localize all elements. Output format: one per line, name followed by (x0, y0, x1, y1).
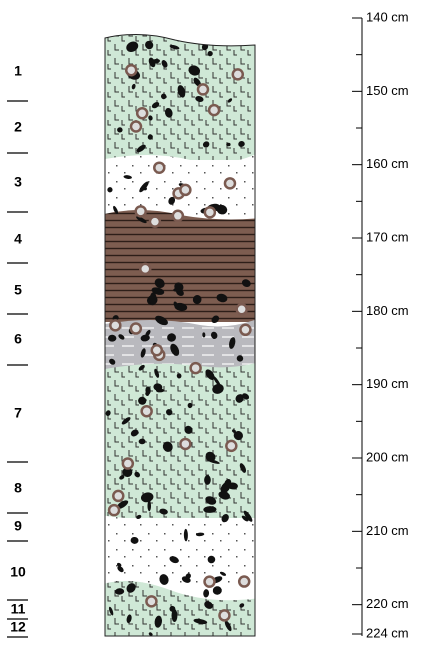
stratigraphic-column: 123456789101112140 cm150 cm160 cm170 cm1… (0, 0, 422, 645)
pebble (205, 207, 215, 217)
pebble (233, 69, 243, 79)
pebble (225, 178, 235, 188)
layer-label: 5 (14, 282, 22, 298)
pebble (180, 439, 190, 449)
scale-label: 210 cm (366, 523, 409, 538)
pebble (123, 459, 133, 469)
layer-label: 8 (14, 480, 22, 496)
column (100, 30, 260, 640)
pebble (205, 577, 215, 587)
scale-label: 200 cm (366, 449, 409, 464)
pebble (126, 65, 136, 75)
pebble (136, 206, 146, 216)
pebble (209, 105, 219, 115)
layer-label: 6 (14, 331, 22, 347)
pebble (154, 163, 164, 173)
layer-label: 7 (14, 405, 22, 421)
scale-label: 160 cm (366, 156, 409, 171)
layer-label: 3 (14, 174, 22, 190)
pebble (131, 122, 141, 132)
scale-label: 190 cm (366, 376, 409, 391)
pebble (131, 324, 141, 334)
scale-label: 170 cm (366, 229, 409, 244)
scale-label: 224 cm (366, 625, 409, 640)
pebble (109, 505, 119, 515)
scale-label: 220 cm (366, 596, 409, 611)
layer-label: 12 (10, 619, 26, 635)
pebble (110, 320, 120, 330)
pebble (198, 84, 208, 94)
pebble (240, 325, 250, 335)
pebble (142, 406, 152, 416)
pebble (173, 211, 183, 221)
clast (203, 589, 209, 598)
scale-label: 150 cm (366, 83, 409, 98)
pebble (140, 264, 150, 274)
layer-label: 2 (14, 119, 22, 135)
layer-label: 9 (14, 518, 22, 534)
pebble (150, 217, 160, 227)
scale-label: 140 cm (366, 9, 409, 24)
pebble (152, 345, 162, 355)
scale-label: 180 cm (366, 303, 409, 318)
pebble (219, 610, 229, 620)
pebble (146, 596, 156, 606)
layer-label: 10 (10, 564, 26, 580)
clast (212, 585, 222, 595)
layer-label: 4 (14, 231, 22, 247)
pebble (180, 185, 190, 195)
pebble (113, 491, 123, 501)
pebble (137, 108, 147, 118)
pebble (239, 577, 249, 587)
layer-label: 11 (11, 601, 26, 617)
pebble (237, 304, 247, 314)
layer-label: 1 (14, 63, 22, 79)
pebble (226, 441, 236, 451)
pebble (191, 363, 201, 373)
